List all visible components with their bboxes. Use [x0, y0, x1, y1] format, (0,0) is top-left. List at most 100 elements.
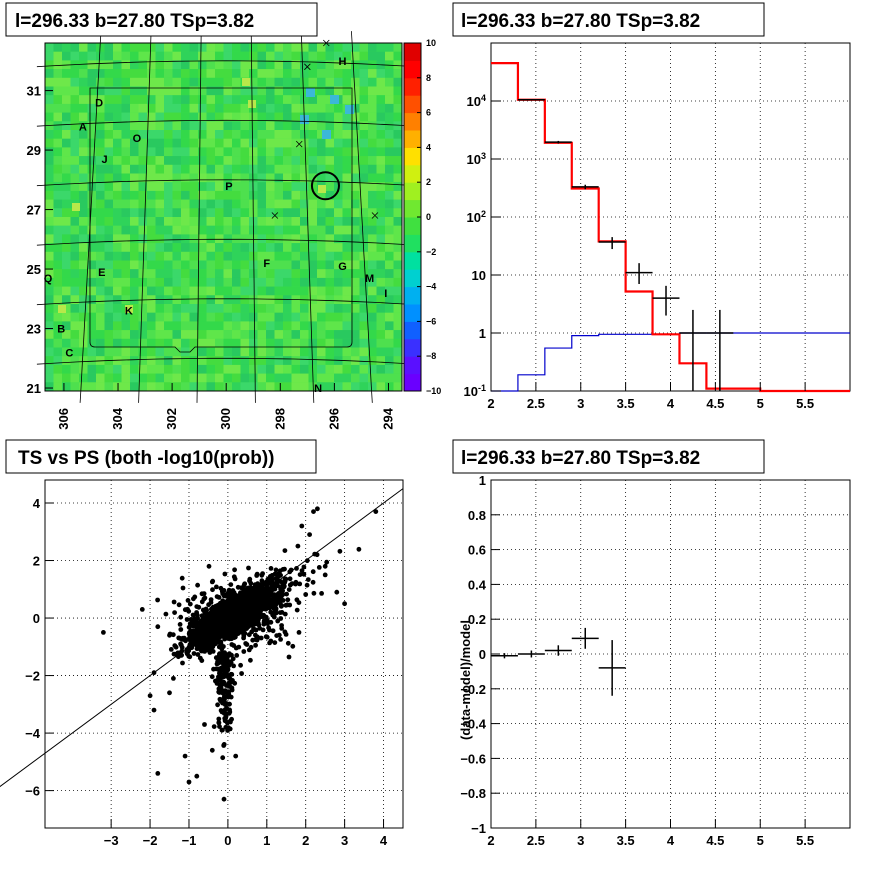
map-pixel: [206, 199, 216, 209]
map-pixel: [113, 304, 122, 313]
spectrum-y-tick-label: 1: [479, 326, 486, 341]
map-pixel: [232, 190, 241, 200]
map-pixel: [249, 51, 258, 61]
map-pixel: [70, 312, 80, 322]
spectrum-x-tick-label: 4: [667, 396, 675, 411]
map-pixel: [104, 199, 114, 209]
map-pixel: [342, 130, 352, 139]
map-pixel: [223, 138, 233, 148]
map-pixel: [342, 190, 352, 200]
map-pixel: [206, 234, 216, 244]
map-pixel: [232, 173, 241, 183]
map-pixel: [45, 60, 54, 70]
map-pixel: [62, 103, 71, 113]
scatter-point: [214, 619, 220, 625]
map-pixel: [393, 304, 403, 313]
map-pixel: [87, 356, 97, 365]
scatter-point: [184, 649, 190, 655]
map-pixel: [266, 138, 275, 148]
scatter-point: [214, 584, 219, 590]
map-pixel: [87, 347, 97, 357]
map-pixel: [62, 330, 71, 339]
map-pixel: [155, 51, 165, 61]
map-pixel: [385, 51, 394, 61]
scatter-point: [226, 701, 232, 707]
map-pixel: [257, 112, 267, 122]
map-pixel: [274, 43, 284, 52]
map-pixel: [240, 156, 250, 165]
map-pixel: [121, 338, 131, 348]
scatter-point: [264, 618, 270, 623]
map-pixel: [317, 321, 326, 331]
map-pixel: [155, 103, 165, 113]
map-pixel: [181, 286, 190, 296]
scatter-y-tick-label: 4: [33, 496, 41, 511]
map-pixel: [300, 217, 309, 226]
scatter-point: [209, 747, 215, 753]
scatter-point: [172, 610, 178, 615]
scatter-point: [237, 618, 243, 623]
residual-points: [491, 627, 626, 696]
map-pixel: [223, 347, 233, 357]
map-pixel: [283, 373, 292, 383]
map-pixel: [130, 295, 139, 305]
map-pixel: [317, 330, 326, 339]
map-pixel: [266, 199, 275, 209]
map-pixel: [62, 77, 71, 87]
map-pixel: [368, 356, 377, 365]
map-pixel: [62, 217, 71, 226]
scatter-point: [279, 623, 284, 628]
map-pixel: [291, 199, 301, 209]
map-pixel: [189, 95, 199, 104]
map-pixel: [385, 43, 394, 52]
map-pixel: [121, 321, 131, 331]
map-pixel: [376, 260, 386, 270]
map-pixel: [274, 364, 284, 374]
residual-y-tick-label: 0.8: [468, 508, 486, 523]
scatter-point: [275, 618, 281, 624]
map-pixel: [147, 190, 156, 200]
map-pixel: [147, 103, 156, 113]
map-meridian: [300, 31, 315, 403]
map-pixel: [96, 69, 105, 78]
scatter-point: [185, 598, 191, 603]
map-pixel: [215, 269, 224, 278]
map-pixel: [240, 173, 250, 183]
map-pixel: [317, 251, 326, 261]
map-pixel: [249, 164, 258, 174]
map-pixel: [325, 156, 335, 165]
map-pixel: [53, 338, 63, 348]
map-pixel: [317, 69, 326, 78]
map-pixel: [155, 77, 165, 87]
map-pixel: [215, 130, 224, 139]
map-pixel: [181, 60, 190, 70]
scatter-point: [232, 576, 238, 582]
map-pixel: [240, 138, 250, 148]
map-pixel: [291, 51, 301, 61]
map-pixel: [53, 199, 63, 209]
map-pixel: [79, 77, 88, 87]
map-pixel: [376, 295, 386, 305]
scatter-point: [147, 693, 153, 699]
colorbar-tick-label: −4: [426, 282, 436, 292]
map-pixel: [359, 69, 369, 78]
map-x-tick-label: 294: [380, 407, 395, 429]
scatter-point: [200, 627, 206, 633]
map-pixel: [223, 217, 233, 226]
map-pixel: [79, 51, 88, 61]
map-pixel: [147, 260, 156, 270]
scatter-point: [267, 640, 272, 646]
scatter-point: [209, 579, 215, 585]
map-pixel: [104, 164, 114, 174]
map-pixel: [198, 121, 207, 131]
map-pixel: [232, 243, 241, 252]
map-pixel: [300, 382, 309, 392]
map-pixel: [274, 373, 284, 383]
map-pixel: [215, 182, 224, 191]
map-pixel: [291, 43, 301, 52]
map-pixel: [283, 112, 292, 122]
map-pixel: [130, 356, 139, 365]
map-pixel: [104, 286, 114, 296]
map-pixel: [240, 225, 250, 235]
scatter-y-tick-label: −6: [25, 784, 40, 799]
